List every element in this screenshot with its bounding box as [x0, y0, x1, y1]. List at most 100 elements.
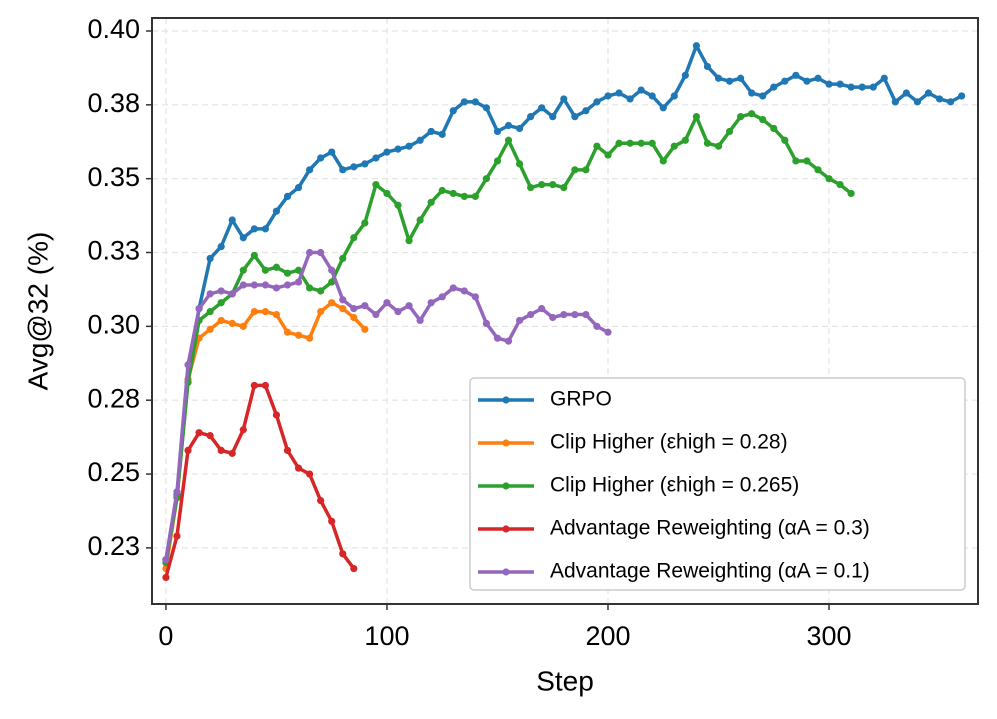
point — [648, 92, 656, 100]
x-axis-label: Step — [536, 665, 594, 696]
point — [714, 142, 723, 150]
point — [372, 154, 380, 162]
point — [239, 281, 247, 289]
point — [803, 157, 811, 165]
point — [482, 175, 491, 183]
point — [703, 139, 712, 147]
point — [250, 281, 258, 289]
point — [902, 89, 910, 97]
y-tick-label: 0.38 — [87, 88, 140, 118]
point — [593, 98, 601, 106]
point — [770, 124, 778, 133]
legend-marker — [502, 396, 510, 404]
point — [206, 432, 214, 440]
point — [493, 157, 502, 165]
point — [438, 130, 446, 138]
point — [449, 189, 457, 198]
point — [350, 234, 358, 242]
point — [206, 254, 214, 263]
point — [361, 219, 369, 227]
point — [482, 104, 491, 112]
point — [173, 488, 181, 496]
point — [283, 446, 292, 455]
point — [858, 83, 866, 91]
point — [792, 157, 800, 165]
point — [184, 446, 192, 455]
point — [317, 248, 325, 257]
point — [372, 310, 380, 319]
point — [471, 98, 479, 106]
point — [946, 98, 955, 106]
point — [195, 305, 203, 313]
point — [770, 83, 778, 91]
point — [681, 71, 689, 79]
point — [394, 145, 402, 153]
point — [560, 95, 568, 103]
point — [184, 361, 192, 369]
point — [206, 307, 214, 316]
point — [361, 325, 369, 333]
point — [438, 293, 446, 301]
point — [538, 104, 546, 112]
point — [305, 470, 314, 478]
point — [294, 266, 303, 274]
point — [935, 95, 944, 103]
point — [372, 180, 380, 189]
point — [460, 98, 468, 106]
point — [283, 192, 292, 200]
legend-label: Clip Higher (εhigh = 0.265) — [550, 474, 799, 497]
point — [504, 121, 513, 130]
point — [272, 207, 281, 215]
point — [714, 74, 723, 82]
x-tick-label: 200 — [585, 621, 630, 651]
point — [582, 310, 590, 319]
point — [869, 83, 877, 91]
point — [615, 139, 623, 147]
point — [206, 325, 214, 333]
legend-marker — [502, 568, 510, 576]
point — [328, 278, 336, 286]
legend-marker — [502, 525, 510, 533]
point — [593, 322, 601, 330]
point — [803, 77, 811, 85]
point — [361, 302, 369, 310]
point — [427, 299, 435, 307]
point — [814, 74, 822, 82]
point — [748, 110, 756, 118]
legend-label: Advantage Reweighting (αA = 0.3) — [550, 517, 870, 540]
point — [317, 497, 325, 505]
point — [250, 225, 258, 233]
point — [283, 281, 292, 289]
point — [261, 281, 269, 289]
point — [217, 299, 225, 307]
legend-label: Clip Higher (εhigh = 0.28) — [550, 431, 788, 454]
point — [847, 83, 855, 91]
point — [328, 299, 336, 307]
point — [261, 266, 269, 274]
point — [350, 564, 358, 573]
point — [449, 107, 457, 115]
point — [228, 449, 236, 457]
point — [648, 139, 656, 147]
point — [527, 113, 535, 121]
point — [692, 113, 701, 121]
point — [416, 216, 424, 224]
point — [250, 251, 258, 260]
point — [261, 225, 269, 233]
point — [681, 136, 689, 144]
point — [217, 243, 225, 251]
point — [239, 266, 247, 274]
point — [272, 263, 281, 271]
point — [515, 160, 524, 168]
point — [604, 328, 612, 336]
point — [759, 116, 767, 124]
point — [239, 426, 247, 434]
point — [825, 175, 833, 183]
point — [383, 189, 391, 198]
point — [814, 166, 822, 174]
series — [162, 110, 855, 567]
point — [891, 98, 899, 106]
point — [361, 160, 369, 168]
y-tick-label: 0.23 — [87, 531, 140, 561]
point — [527, 310, 535, 319]
